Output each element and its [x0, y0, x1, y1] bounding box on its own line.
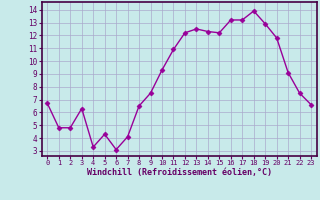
X-axis label: Windchill (Refroidissement éolien,°C): Windchill (Refroidissement éolien,°C) — [87, 168, 272, 177]
